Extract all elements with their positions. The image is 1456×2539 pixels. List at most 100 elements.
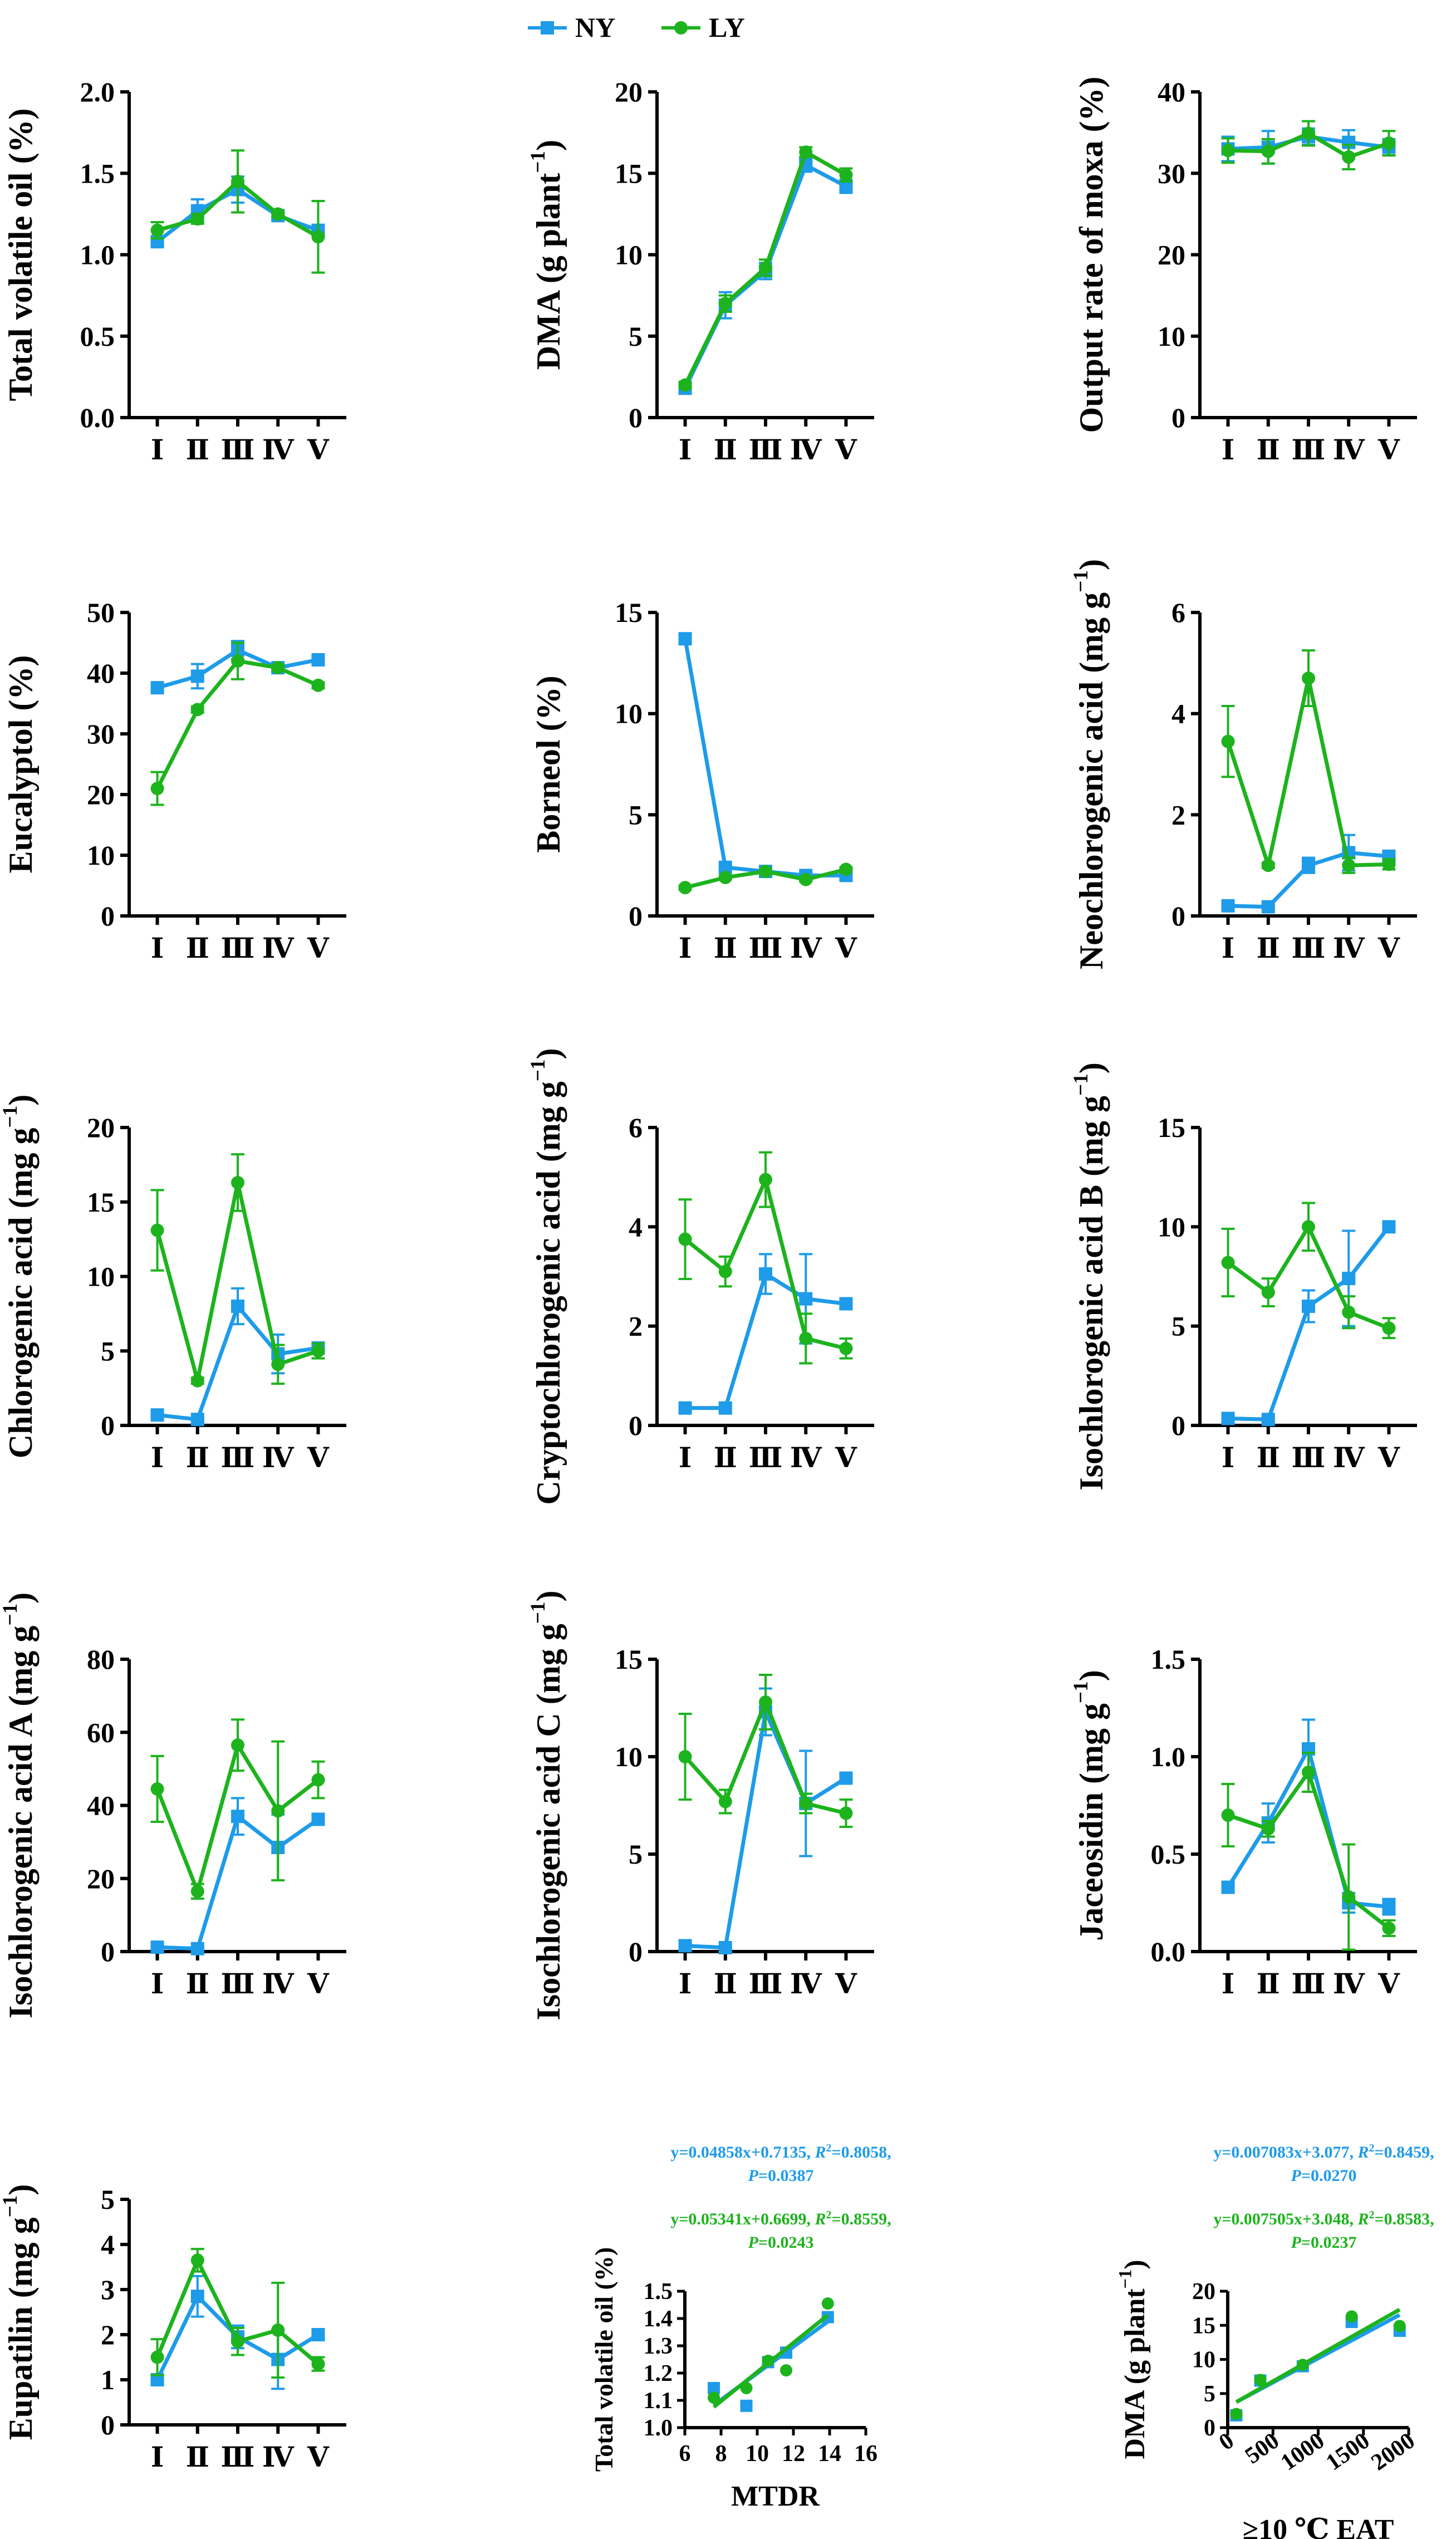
data-point-LY [759, 261, 772, 275]
x-tick-label: Ⅳ [790, 1442, 822, 1473]
series-LY [1221, 1752, 1396, 1951]
y-axis-label: Eupatilin (mg g−1) [0, 2184, 39, 2440]
y-tick-label: 10 [615, 239, 643, 271]
x-tick-label: Ⅰ [151, 1968, 164, 1999]
y-tick-label: 0.0 [80, 402, 115, 433]
x-tick-label: Ⅰ [151, 2442, 164, 2473]
x-tick-label: 12 [782, 2441, 805, 2467]
series-LY [708, 2297, 834, 2409]
data-point-LY [718, 1264, 732, 1278]
data-point-NY [1221, 1411, 1235, 1425]
x-tick-label: Ⅴ [307, 1968, 330, 1999]
data-point-LY [799, 1331, 813, 1345]
data-point-NY [150, 1408, 164, 1422]
y-tick-label: 0 [1171, 900, 1185, 932]
x-tick-label: Ⅰ [679, 933, 692, 964]
data-point-LY [1382, 136, 1396, 150]
y-axis-label: DMA (g plant−1) [527, 140, 567, 370]
series-LY [678, 145, 853, 392]
x-tick-label: Ⅱ [714, 434, 737, 465]
y-tick-label: 3 [101, 2274, 115, 2305]
data-point-LY [190, 1884, 204, 1898]
x-tick-label: 6 [679, 2441, 691, 2467]
series-LY [150, 1718, 325, 1900]
y-tick-label: 30 [1158, 158, 1185, 189]
x-tick-label: Ⅴ [835, 434, 857, 465]
data-point-LY [839, 168, 853, 182]
x-tick-label: Ⅲ [221, 2442, 255, 2473]
x-tick-label: Ⅳ [1333, 1442, 1365, 1473]
y-axis-label: Jaceosidin (mg g−1) [1070, 1670, 1110, 1940]
data-point-LY [190, 1374, 204, 1388]
x-tick-label: Ⅴ [835, 933, 857, 964]
series-NY [150, 1797, 325, 1955]
series-line-NY [683, 638, 846, 878]
data-point-LY [759, 1695, 772, 1709]
y-tick-label: 1.5 [644, 2279, 673, 2305]
x-tick-label: 500 [1241, 2428, 1284, 2469]
x-tick-label: 14 [818, 2441, 841, 2467]
x-tick-label: Ⅰ [679, 1442, 692, 1473]
y-tick-label: 15 [1158, 1112, 1185, 1143]
y-tick-label: 10 [1158, 1211, 1185, 1242]
y-axis-label: Output rate of moxa (%) [1073, 77, 1110, 433]
y-tick-label: 1.4 [644, 2306, 673, 2332]
data-point-LY [799, 145, 813, 159]
y-tick-label: 0 [1171, 402, 1185, 433]
y-tick-label: 20 [87, 779, 115, 810]
data-point-NY [1382, 1220, 1396, 1234]
x-tick-label: Ⅲ [1292, 933, 1326, 964]
y-tick-label: 5 [629, 321, 643, 352]
data-point-LY [708, 2391, 720, 2404]
fit-pvalue-LY: P=0.0237 [1291, 2233, 1357, 2252]
y-tick-label: 20 [87, 1863, 115, 1894]
y-tick-label: 0 [629, 900, 643, 932]
x-tick-label: Ⅱ [714, 1442, 737, 1473]
data-point-NY [311, 1812, 325, 1826]
data-point-LY [271, 2323, 285, 2337]
x-tick-label: Ⅳ [1333, 1968, 1365, 1999]
data-point-LY [1221, 1808, 1235, 1822]
y-tick-label: 80 [87, 1644, 115, 1675]
data-point-NY [1221, 899, 1235, 913]
data-point-LY [821, 2297, 834, 2310]
x-tick-label: Ⅴ [1377, 434, 1400, 465]
data-point-LY [839, 1341, 853, 1355]
legend-label-LY: LY [709, 12, 745, 43]
data-point-LY [1261, 1286, 1275, 1300]
panel-13: 0 1 2 3 4 5 Ⅰ Ⅱ Ⅲ Ⅳ Ⅴ Eupatilin (mg g−1) [0, 2184, 346, 2473]
data-point-NY [708, 2381, 720, 2394]
panel-3: 0 10 20 30 40 Ⅰ Ⅱ Ⅲ Ⅳ Ⅴ Output rate of moxa (%) [1073, 76, 1417, 465]
panel-8: 0 2 4 6 Ⅰ Ⅱ Ⅲ Ⅳ Ⅴ Cryptochlorogenic acid (mg g−1) [527, 1048, 874, 1505]
data-point-LY [678, 881, 692, 895]
x-tick-label: Ⅳ [262, 434, 295, 465]
data-point-LY [839, 862, 853, 876]
x-tick-label: 16 [854, 2441, 877, 2467]
fit-pvalue-LY: P=0.0243 [748, 2233, 814, 2252]
data-point-LY [718, 1795, 732, 1808]
data-point-NY [190, 1413, 204, 1427]
series-NY [678, 632, 853, 883]
y-tick-label: 60 [87, 1717, 115, 1748]
fit-line-LY [1235, 2307, 1401, 2404]
data-point-LY [678, 378, 692, 392]
y-axis-label: Chlorogenic acid (mg g−1) [0, 1095, 39, 1459]
y-tick-label: 2 [629, 1311, 643, 1342]
y-axis-label: Isochlorogenic acid A (mg g−1) [0, 1592, 39, 2018]
data-point-NY [150, 681, 164, 695]
data-point-LY [231, 174, 244, 188]
x-tick-label: Ⅴ [835, 1968, 857, 1999]
series-line-NY [685, 1710, 847, 1950]
x-tick-label: Ⅰ [1222, 1968, 1234, 1999]
y-tick-label: 0 [101, 900, 115, 932]
y-tick-label: 20 [615, 76, 643, 107]
data-point-LY [190, 703, 204, 717]
panel-4: 0 10 20 30 40 50 Ⅰ Ⅱ Ⅲ Ⅳ Ⅴ Eucalyptol (%) [2, 597, 346, 964]
series-LY [678, 1151, 853, 1365]
data-point-LY [150, 1782, 164, 1796]
y-tick-label: 15 [615, 597, 643, 628]
panel-1: 0.0 0.5 1.0 1.5 2.0 Ⅰ Ⅱ Ⅲ Ⅳ Ⅴ Total volatile oil (… [2, 76, 346, 465]
y-tick-label: 0 [101, 2409, 115, 2440]
data-point-LY [1302, 671, 1315, 685]
